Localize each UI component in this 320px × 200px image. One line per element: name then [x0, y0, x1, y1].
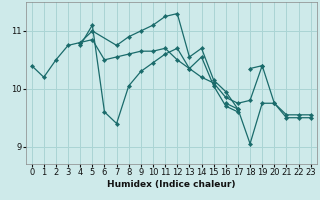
X-axis label: Humidex (Indice chaleur): Humidex (Indice chaleur) — [107, 180, 236, 189]
